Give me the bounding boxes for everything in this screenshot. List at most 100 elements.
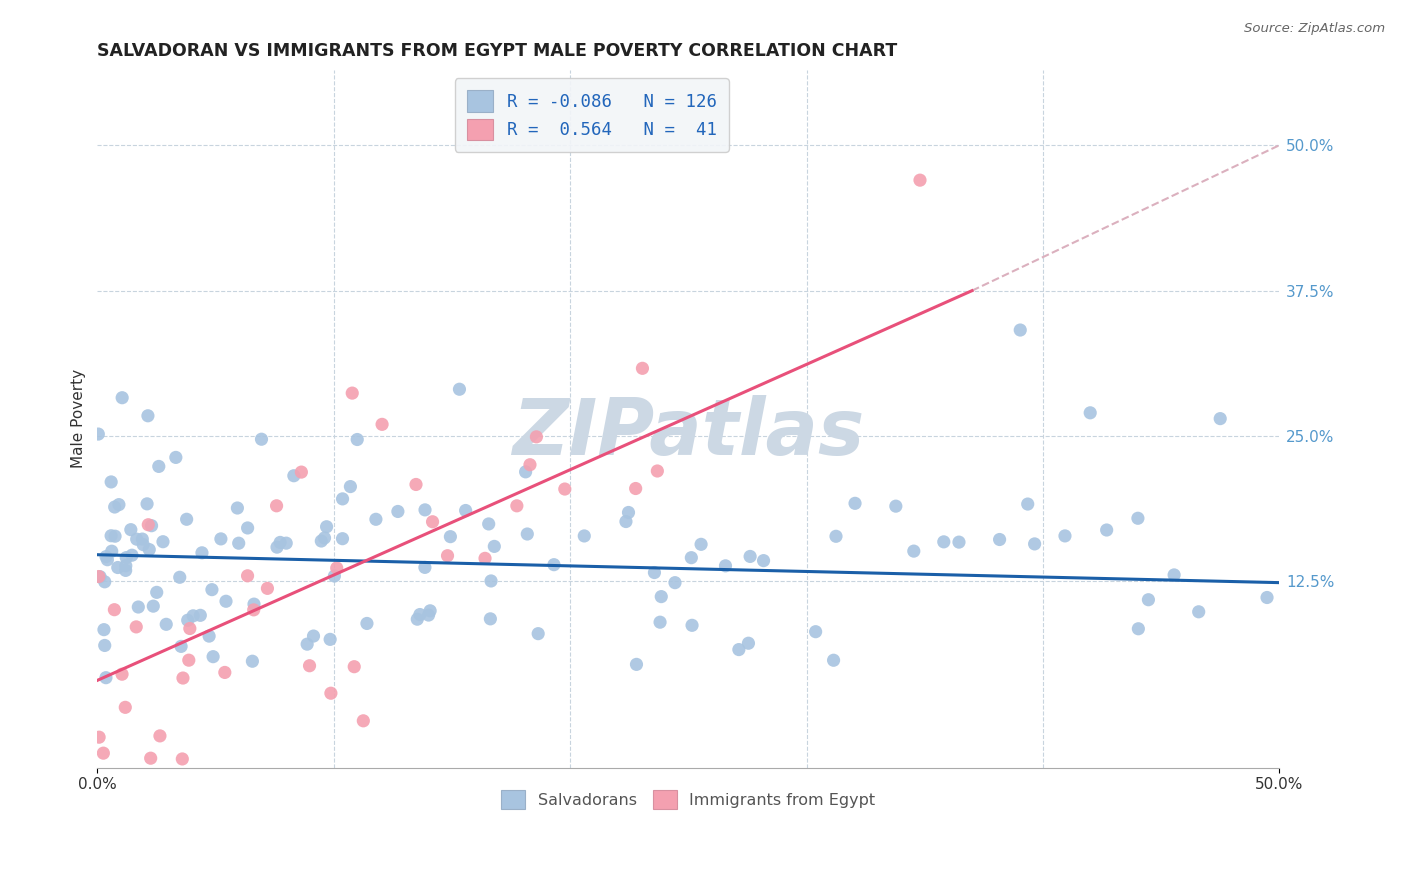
Point — [269, 535, 291, 549]
Point — [139, 751, 162, 765]
Point — [413, 503, 436, 517]
Text: ZIPatlas: ZIPatlas — [512, 394, 865, 471]
Point — [87, 730, 110, 744]
Point — [125, 620, 148, 634]
Point — [243, 597, 266, 611]
Point — [315, 520, 337, 534]
Point — [104, 500, 127, 514]
Point — [198, 629, 221, 643]
Point — [107, 560, 129, 574]
Point — [311, 534, 333, 549]
Point — [209, 532, 232, 546]
Point — [215, 594, 238, 608]
Point — [1078, 406, 1101, 420]
Point — [436, 549, 458, 563]
Point — [176, 512, 198, 526]
Point — [454, 503, 477, 517]
Point — [664, 575, 686, 590]
Point — [543, 558, 565, 572]
Point — [574, 529, 596, 543]
Point — [422, 515, 444, 529]
Point — [87, 569, 110, 583]
Point — [319, 632, 342, 647]
Point — [214, 665, 236, 680]
Point — [226, 501, 249, 516]
Point — [100, 791, 122, 805]
Point — [295, 637, 318, 651]
Point — [136, 497, 159, 511]
Point — [737, 636, 759, 650]
Point — [804, 624, 827, 639]
Point — [228, 536, 250, 550]
Point — [714, 558, 737, 573]
Point — [332, 491, 354, 506]
Point — [236, 521, 259, 535]
Text: SALVADORAN VS IMMIGRANTS FROM EGYPT MALE POVERTY CORRELATION CHART: SALVADORAN VS IMMIGRANTS FROM EGYPT MALE… — [97, 42, 897, 60]
Point — [93, 574, 115, 589]
Point — [152, 534, 174, 549]
Point — [142, 599, 165, 614]
Point — [111, 391, 134, 405]
Point — [155, 617, 177, 632]
Point — [526, 430, 548, 444]
Point — [478, 516, 501, 531]
Y-axis label: Male Poverty: Male Poverty — [72, 369, 86, 468]
Point — [87, 427, 110, 442]
Point — [387, 504, 409, 518]
Point — [108, 498, 131, 512]
Point — [148, 459, 170, 474]
Point — [191, 546, 214, 560]
Legend: Salvadorans, Immigrants from Egypt: Salvadorans, Immigrants from Egypt — [495, 783, 882, 815]
Point — [121, 548, 143, 562]
Point — [681, 550, 703, 565]
Point — [728, 642, 751, 657]
Point — [884, 499, 907, 513]
Point — [332, 532, 354, 546]
Point — [1188, 605, 1211, 619]
Point — [413, 560, 436, 574]
Point — [1010, 323, 1032, 337]
Point — [172, 671, 194, 685]
Point — [449, 382, 471, 396]
Point — [100, 475, 122, 489]
Point — [94, 671, 117, 685]
Point — [364, 512, 387, 526]
Point — [342, 386, 364, 401]
Point — [302, 629, 325, 643]
Point — [283, 468, 305, 483]
Point — [752, 554, 775, 568]
Point — [298, 658, 321, 673]
Point — [127, 600, 149, 615]
Point — [1053, 529, 1076, 543]
Point — [527, 626, 550, 640]
Point — [114, 563, 136, 577]
Point — [179, 622, 201, 636]
Point — [93, 639, 115, 653]
Point — [136, 517, 159, 532]
Point — [647, 464, 669, 478]
Point — [103, 603, 125, 617]
Point — [515, 465, 537, 479]
Point — [624, 482, 647, 496]
Point — [948, 535, 970, 549]
Point — [439, 530, 461, 544]
Point — [1137, 592, 1160, 607]
Point — [242, 603, 264, 617]
Point — [181, 608, 204, 623]
Point — [111, 667, 134, 681]
Point — [409, 607, 432, 622]
Point — [346, 433, 368, 447]
Point — [479, 612, 502, 626]
Point — [165, 450, 187, 465]
Point — [326, 561, 349, 575]
Point — [516, 527, 538, 541]
Point — [740, 549, 762, 564]
Point — [115, 550, 138, 565]
Point — [132, 538, 155, 552]
Point — [1017, 497, 1039, 511]
Point — [844, 496, 866, 510]
Point — [690, 537, 713, 551]
Point — [314, 531, 336, 545]
Point — [1256, 591, 1278, 605]
Point — [908, 173, 931, 187]
